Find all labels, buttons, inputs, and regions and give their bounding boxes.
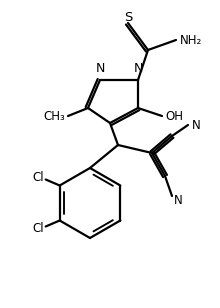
Text: Cl: Cl bbox=[32, 222, 44, 235]
Text: N: N bbox=[192, 119, 201, 132]
Text: OH: OH bbox=[165, 110, 183, 123]
Text: N: N bbox=[174, 193, 183, 206]
Text: N: N bbox=[133, 62, 143, 75]
Text: S: S bbox=[124, 10, 132, 23]
Text: Cl: Cl bbox=[32, 171, 44, 184]
Text: N: N bbox=[95, 62, 105, 75]
Text: NH₂: NH₂ bbox=[180, 34, 202, 47]
Text: CH₃: CH₃ bbox=[43, 110, 65, 123]
